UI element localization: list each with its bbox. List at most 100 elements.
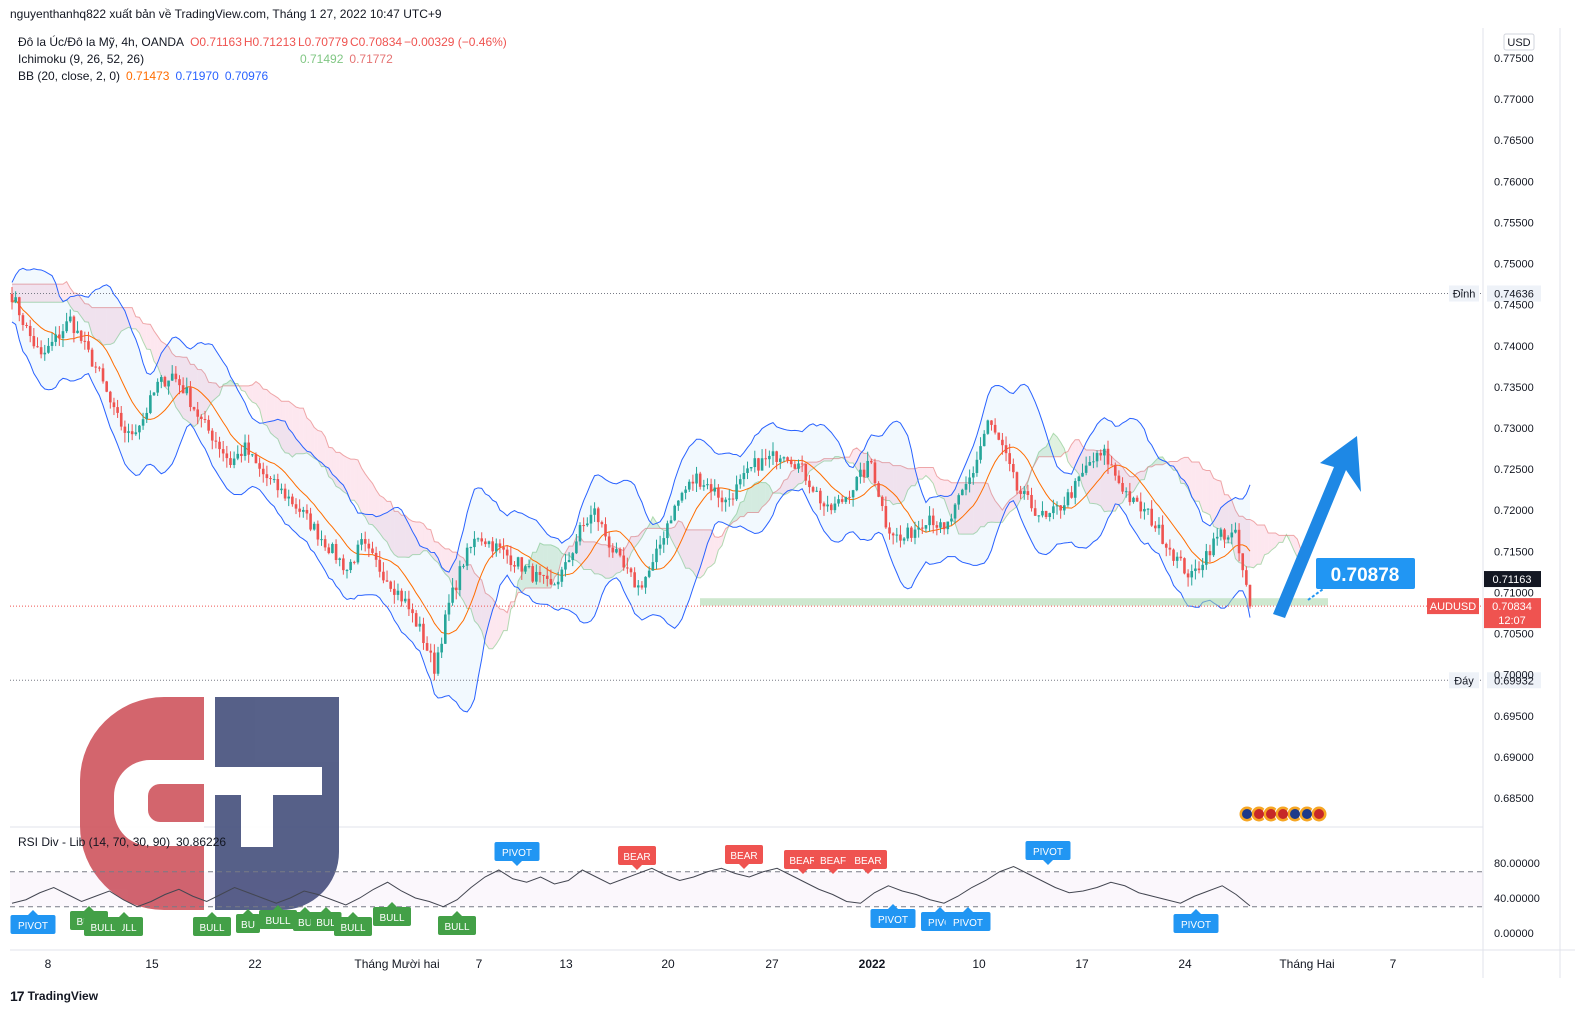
candle-body bbox=[931, 515, 935, 526]
symbol-tag-label: AUDUSD bbox=[1430, 601, 1477, 613]
time-tick: 10 bbox=[972, 957, 986, 971]
up-arrow-icon bbox=[1273, 436, 1361, 618]
rsi-signal-pivot: PIVOT bbox=[945, 907, 991, 931]
time-tick: 22 bbox=[248, 957, 262, 971]
cloud-segment bbox=[845, 457, 850, 463]
candle-body bbox=[396, 590, 400, 595]
cloud-segment bbox=[121, 307, 125, 332]
candle-body bbox=[786, 457, 789, 461]
candle-body bbox=[433, 652, 436, 674]
signal-box bbox=[1173, 914, 1219, 933]
cloud-segment bbox=[940, 479, 945, 499]
cloud-segment bbox=[416, 521, 420, 555]
candle-body bbox=[261, 468, 265, 475]
candle-body bbox=[1197, 568, 1201, 571]
signal-box bbox=[334, 917, 372, 936]
candle-body bbox=[607, 536, 611, 548]
cloud-segment bbox=[350, 459, 355, 501]
signal-text: BEAR bbox=[854, 856, 881, 867]
candle-body bbox=[600, 522, 604, 525]
candle-body bbox=[123, 426, 127, 433]
candle-body bbox=[1186, 573, 1190, 578]
candle-body bbox=[866, 460, 869, 478]
cloud-segment bbox=[113, 307, 118, 343]
candle-body bbox=[906, 527, 910, 539]
candle-body bbox=[185, 387, 189, 394]
candle-body bbox=[826, 504, 829, 507]
price-tick: 0.71000 bbox=[1494, 587, 1534, 599]
currency-badge[interactable] bbox=[1503, 33, 1535, 51]
cloud-segment bbox=[212, 382, 216, 402]
candle-body bbox=[815, 490, 818, 492]
cloud-segment bbox=[1293, 535, 1298, 558]
candle-body bbox=[152, 392, 156, 396]
signal-text: PIVO bbox=[928, 918, 952, 929]
bollinger-bands bbox=[11, 267, 1251, 713]
signal-pointer bbox=[119, 912, 129, 917]
level-tag bbox=[1449, 672, 1479, 689]
bb-label: BB (20, close, 2, 0) bbox=[18, 69, 121, 83]
signal-pointer bbox=[387, 902, 397, 907]
candle-body bbox=[39, 347, 43, 355]
cloud-segment bbox=[1220, 481, 1225, 543]
candle-body bbox=[1143, 508, 1146, 512]
cloud-segment bbox=[1093, 450, 1098, 505]
candle-body bbox=[731, 498, 735, 500]
level-value: 0.69932 bbox=[1494, 675, 1534, 687]
candle-body bbox=[72, 316, 76, 334]
cloud-segment bbox=[274, 395, 278, 439]
signal-text: BU bbox=[241, 920, 255, 931]
candle-body bbox=[10, 293, 14, 303]
time-axis[interactable]: 8 15 22 Tháng Mười hai 7 13 20 27 2022 10 17 24 Thán… bbox=[45, 957, 1397, 971]
cloud-segment bbox=[1290, 535, 1294, 550]
candle-body bbox=[538, 571, 542, 575]
signal-box bbox=[814, 850, 852, 869]
cloud-segment bbox=[631, 536, 635, 554]
candle-body bbox=[1088, 462, 1092, 466]
candle-body bbox=[1175, 556, 1179, 561]
cloud-segment bbox=[1250, 519, 1254, 568]
signal-box bbox=[84, 917, 122, 936]
candle-body bbox=[1059, 505, 1062, 511]
cloud-segment bbox=[336, 452, 340, 489]
cloud-segment bbox=[30, 284, 34, 303]
cloud-segment bbox=[1195, 461, 1200, 502]
candle-body bbox=[636, 585, 640, 588]
cloud-segment bbox=[769, 485, 774, 500]
candle-body bbox=[1030, 494, 1033, 509]
candle-body bbox=[422, 623, 425, 644]
candle-body bbox=[167, 380, 170, 387]
signal-box bbox=[193, 917, 231, 936]
candle-body bbox=[728, 498, 731, 500]
cloud-segment bbox=[288, 401, 293, 458]
candle-body bbox=[1150, 508, 1153, 526]
candle-body bbox=[469, 547, 473, 549]
cloud-segment bbox=[900, 465, 905, 504]
candle-body bbox=[840, 499, 844, 502]
senkou-span-b bbox=[12, 280, 1302, 614]
signal-pointer bbox=[888, 904, 898, 909]
candle-body bbox=[1099, 452, 1103, 456]
cloud-segment bbox=[66, 281, 71, 307]
event-flags[interactable] bbox=[1238, 805, 1328, 823]
candle-body bbox=[979, 446, 982, 460]
cloud-segment bbox=[1253, 521, 1258, 568]
bb-fill bbox=[12, 268, 1250, 712]
price-axis[interactable]: 0.77500 0.77000 0.76500 0.76000 0.75500 0.750… bbox=[1494, 53, 1534, 805]
candle-body bbox=[870, 460, 873, 463]
candle-body bbox=[804, 463, 808, 481]
cloud-segment bbox=[594, 541, 599, 574]
cloud-segment bbox=[365, 473, 369, 525]
candle-body bbox=[1208, 551, 1212, 556]
cloud-segment bbox=[936, 476, 941, 498]
ichimoku-value-1: 0.71492 bbox=[300, 52, 344, 66]
signal-box bbox=[784, 850, 822, 869]
signal-pointer bbox=[348, 912, 358, 917]
cloud-segment bbox=[310, 421, 315, 459]
cloud-segment bbox=[95, 307, 100, 341]
cloud-segment bbox=[612, 545, 617, 577]
cloud-segment bbox=[172, 353, 176, 408]
candle-body bbox=[414, 613, 418, 627]
candle-body bbox=[294, 504, 298, 509]
